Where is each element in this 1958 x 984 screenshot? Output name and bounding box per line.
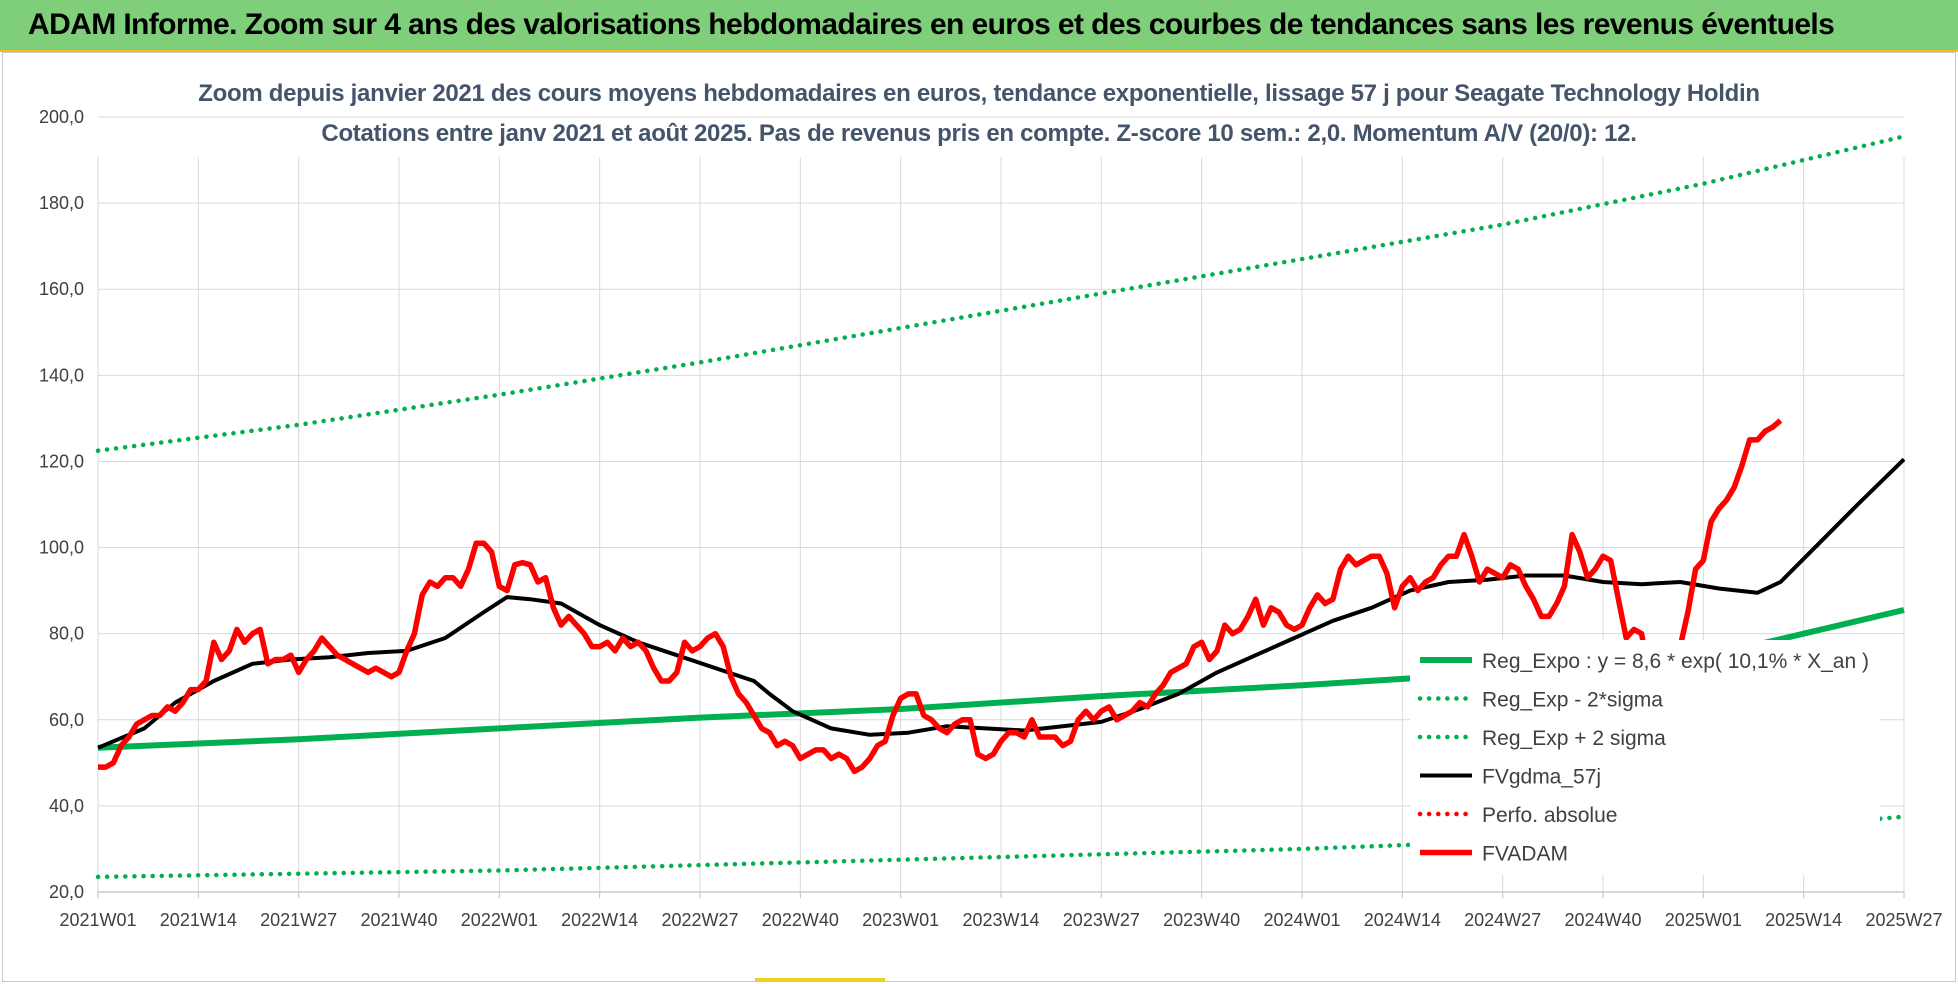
y-tick-label: 20,0 bbox=[49, 882, 84, 902]
y-tick-label: 200,0 bbox=[39, 107, 84, 127]
legend-label: Reg_Expo : y = 8,6 * exp( 10,1% * X_an ) bbox=[1482, 650, 1869, 673]
axis-layer: 20,0 40,0 60,0 80,0 100,0 120,0 140,0 160,0 180,… bbox=[39, 107, 1943, 930]
chart-subtitle: Cotations entre janv 2021 et août 2025. … bbox=[321, 120, 1637, 147]
x-tick-label: 2025W14 bbox=[1765, 910, 1842, 930]
legend-background bbox=[1410, 640, 1880, 875]
series-line-3 bbox=[97, 457, 1906, 750]
y-tick-label: 140,0 bbox=[39, 365, 84, 385]
scroll-indicator[interactable] bbox=[755, 978, 885, 982]
legend-label: Reg_Exp + 2 sigma bbox=[1482, 727, 1666, 750]
x-tick-label: 2021W14 bbox=[160, 910, 237, 930]
x-tick-label: 2023W40 bbox=[1163, 910, 1240, 930]
x-tick-label: 2024W01 bbox=[1263, 910, 1340, 930]
x-tick-label: 2021W01 bbox=[59, 910, 136, 930]
x-tick-label: 2022W27 bbox=[661, 910, 738, 930]
banner-title: ADAM Informe. Zoom sur 4 ans des valoris… bbox=[28, 8, 1835, 41]
y-tick-label: 80,0 bbox=[49, 624, 84, 644]
x-tick-label: 2021W27 bbox=[260, 910, 337, 930]
y-tick-label: 180,0 bbox=[39, 193, 84, 213]
y-tick-label: 40,0 bbox=[49, 796, 84, 816]
legend: Reg_Expo : y = 8,6 * exp( 10,1% * X_an )… bbox=[1417, 650, 1869, 866]
x-tick-label: 2022W01 bbox=[461, 910, 538, 930]
x-tick-label: 2025W01 bbox=[1665, 910, 1742, 930]
x-tick-label: 2023W27 bbox=[1063, 910, 1140, 930]
x-tick-label: 2024W14 bbox=[1364, 910, 1441, 930]
x-tick-label: 2021W40 bbox=[360, 910, 437, 930]
x-tick-label: 2024W40 bbox=[1564, 910, 1641, 930]
legend-label: FVADAM bbox=[1482, 843, 1568, 866]
x-tick-label: 2022W40 bbox=[762, 910, 839, 930]
x-tick-label: 2023W14 bbox=[962, 910, 1039, 930]
x-tick-label: 2025W27 bbox=[1865, 910, 1942, 930]
legend-label: FVgdma_57j bbox=[1482, 766, 1601, 789]
report-banner: ADAM Informe. Zoom sur 4 ans des valoris… bbox=[0, 0, 1958, 52]
legend-label: Reg_Exp - 2*sigma bbox=[1482, 689, 1663, 712]
y-tick-label: 160,0 bbox=[39, 279, 84, 299]
y-tick-label: 100,0 bbox=[39, 538, 84, 558]
y-tick-label: 120,0 bbox=[39, 451, 84, 471]
y-tick-label: 60,0 bbox=[49, 710, 84, 730]
chart-title: Zoom depuis janvier 2021 des cours moyen… bbox=[198, 80, 1760, 107]
chart-frame bbox=[2, 52, 1956, 982]
grid-layer bbox=[97, 116, 1905, 892]
series-line-5 bbox=[98, 418, 1783, 775]
x-tick-label: 2024W27 bbox=[1464, 910, 1541, 930]
legend-label: Perfo. absolue bbox=[1482, 804, 1617, 827]
x-tick-label: 2022W14 bbox=[561, 910, 638, 930]
x-tick-label: 2023W01 bbox=[862, 910, 939, 930]
